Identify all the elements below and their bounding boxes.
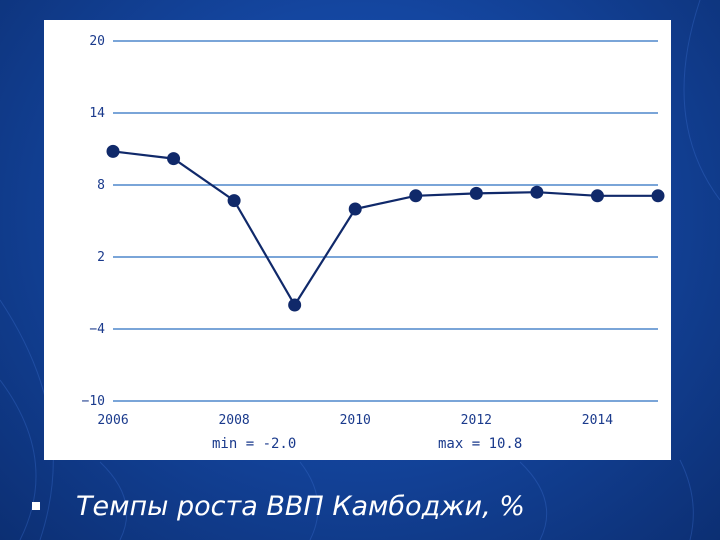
data-point bbox=[106, 144, 120, 158]
max-annotation: max = 10.8 bbox=[438, 436, 522, 452]
y-tick-label: −4 bbox=[89, 322, 105, 337]
data-point bbox=[530, 185, 544, 199]
x-tick-label: 2010 bbox=[340, 413, 371, 428]
y-axis-ticks: 20 14 8 2 −4 −10 bbox=[82, 34, 106, 409]
data-series bbox=[106, 144, 665, 312]
y-tick-label: 20 bbox=[89, 34, 105, 49]
square-bullet-icon bbox=[32, 502, 40, 510]
data-point bbox=[227, 194, 241, 208]
data-point bbox=[288, 298, 302, 312]
y-tick-label: 8 bbox=[97, 178, 105, 193]
y-tick-label: 2 bbox=[97, 250, 105, 265]
y-tick-label: −10 bbox=[82, 394, 105, 409]
x-tick-label: 2006 bbox=[97, 413, 128, 428]
caption-text: Темпы роста ВВП Камбоджи, % bbox=[76, 490, 525, 522]
x-tick-label: 2012 bbox=[461, 413, 492, 428]
series-line bbox=[112, 150, 658, 308]
slide-caption: Темпы роста ВВП Камбоджи, % bbox=[30, 484, 710, 528]
min-annotation: min = -2.0 bbox=[212, 436, 296, 452]
x-tick-label: 2014 bbox=[582, 413, 613, 428]
data-point bbox=[469, 186, 483, 200]
data-point bbox=[167, 152, 181, 166]
x-axis-ticks: 2006 2008 2010 2012 2014 bbox=[97, 413, 613, 428]
x-tick-label: 2008 bbox=[218, 413, 249, 428]
gridlines bbox=[113, 40, 658, 402]
data-point bbox=[409, 189, 423, 203]
y-tick-label: 14 bbox=[89, 106, 105, 121]
chart-panel: 20 14 8 2 −4 −10 2006 2008 2010 2012 2014 min = -… bbox=[44, 20, 671, 460]
data-point bbox=[651, 189, 665, 203]
data-point bbox=[590, 189, 604, 203]
data-point bbox=[348, 202, 362, 216]
